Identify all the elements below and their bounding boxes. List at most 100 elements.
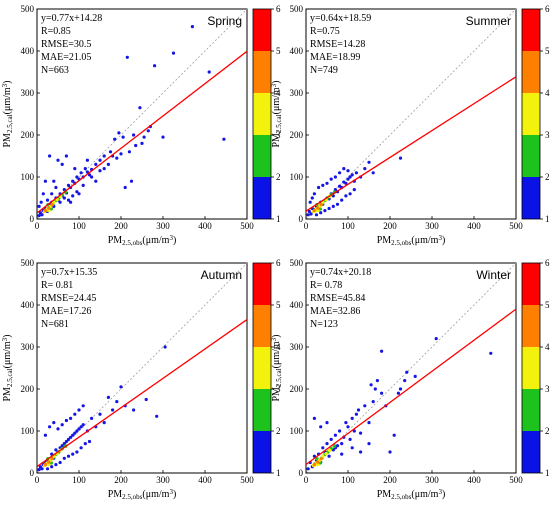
data-point xyxy=(71,452,75,456)
data-point xyxy=(62,188,66,192)
data-point xyxy=(94,179,98,183)
data-point xyxy=(52,179,56,183)
colorbar-tick-label: 6 xyxy=(545,258,550,268)
data-point xyxy=(340,198,344,202)
colorbar-tick-label: 5 xyxy=(276,46,281,56)
y-tick-label: 200 xyxy=(21,130,35,140)
data-point xyxy=(144,397,148,402)
data-point xyxy=(121,135,125,139)
panel-autumn: 00 100 100 200 200 300 300 400 400 500 500 PM2.5,ob… xyxy=(1,258,281,501)
y-tick-label: 0 xyxy=(30,468,35,478)
colorbar-segment xyxy=(253,431,271,473)
data-point xyxy=(60,423,64,427)
y-axis-label: PM2.5,cal(μm/m3) xyxy=(1,335,14,402)
colorbar-segment xyxy=(253,389,271,431)
density-point xyxy=(316,462,320,467)
data-point xyxy=(119,152,123,156)
data-point xyxy=(367,160,371,164)
stat-line: R=0.85 xyxy=(41,26,71,37)
data-point xyxy=(350,416,354,420)
y-tick-label: 100 xyxy=(21,426,35,436)
data-point xyxy=(71,194,75,198)
x-tick-label: 300 xyxy=(156,475,170,485)
data-point xyxy=(77,408,81,412)
data-point xyxy=(348,192,352,196)
y-tick-label: 400 xyxy=(290,300,304,310)
data-point xyxy=(45,198,50,202)
x-tick-label: 100 xyxy=(72,475,86,485)
data-point xyxy=(321,183,325,187)
density-point xyxy=(43,208,48,213)
colorbar-tick-label: 3 xyxy=(545,384,550,394)
data-point xyxy=(398,156,403,160)
colorbar-segment xyxy=(522,263,540,305)
data-point xyxy=(37,214,41,218)
data-point xyxy=(37,204,41,208)
data-point xyxy=(329,177,333,181)
density-point xyxy=(316,206,320,210)
data-point xyxy=(48,425,52,429)
fit-line xyxy=(306,308,516,466)
data-point xyxy=(94,162,98,166)
y-tick-label: 100 xyxy=(290,172,304,182)
data-point xyxy=(102,421,106,425)
data-point xyxy=(138,106,142,110)
data-point xyxy=(363,167,367,171)
data-point xyxy=(62,442,66,446)
data-point xyxy=(348,437,352,441)
data-point xyxy=(102,167,106,171)
data-point xyxy=(153,64,157,68)
data-point xyxy=(41,192,45,196)
x-tick-label: 300 xyxy=(425,221,439,231)
density-point xyxy=(324,451,328,456)
data-point xyxy=(190,25,194,29)
data-point xyxy=(43,433,48,437)
data-point xyxy=(106,395,110,399)
density-point xyxy=(312,208,317,213)
data-point xyxy=(62,196,66,200)
data-point xyxy=(161,135,165,139)
stat-line: R=0.75 xyxy=(310,26,340,37)
colorbar-tick-label: 2 xyxy=(276,426,281,436)
data-point xyxy=(319,425,323,429)
data-point xyxy=(48,154,52,158)
data-point xyxy=(98,412,102,416)
colorbar-tick-label: 3 xyxy=(276,384,281,394)
density-point xyxy=(319,457,323,461)
density-point xyxy=(47,206,51,210)
data-point xyxy=(98,169,102,173)
data-point xyxy=(352,429,356,433)
x-tick-label: 100 xyxy=(72,221,86,231)
density-point xyxy=(47,462,51,467)
data-point xyxy=(146,129,150,133)
y-tick-label: 500 xyxy=(290,258,304,268)
data-point xyxy=(398,387,403,391)
colorbar-tick-label: 4 xyxy=(276,342,281,352)
data-point xyxy=(81,183,85,187)
x-tick-label: 400 xyxy=(198,475,212,485)
fit-line xyxy=(37,319,247,468)
data-point xyxy=(327,454,331,458)
data-point xyxy=(403,379,407,383)
density-point xyxy=(50,457,54,461)
data-point xyxy=(45,467,50,471)
y-tick-label: 300 xyxy=(290,342,304,352)
fit-line xyxy=(37,50,247,214)
density-point xyxy=(312,462,317,467)
x-tick-label: 200 xyxy=(114,221,128,231)
colorbar-segment xyxy=(253,263,271,305)
data-point xyxy=(113,137,117,141)
data-point xyxy=(207,70,211,74)
colorbar-segment xyxy=(253,135,271,177)
data-point xyxy=(132,133,136,137)
data-point xyxy=(75,190,79,194)
reference-line xyxy=(306,9,516,219)
x-tick-label: 100 xyxy=(341,475,355,485)
data-point xyxy=(37,468,41,472)
data-point xyxy=(73,167,77,171)
colorbar-tick-label: 2 xyxy=(545,172,550,182)
stat-line: y=0.77x+14.28 xyxy=(41,13,102,24)
data-point xyxy=(115,156,119,160)
colorbar-tick-label: 6 xyxy=(276,4,281,14)
density-point xyxy=(316,208,320,213)
